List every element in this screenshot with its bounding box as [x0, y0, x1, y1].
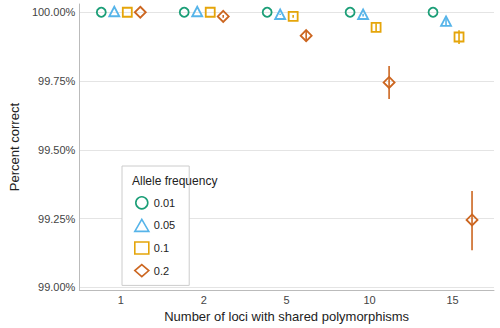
svg-text:Percent correct: Percent correct [7, 103, 22, 192]
svg-text:Allele frequency: Allele frequency [132, 174, 217, 188]
svg-text:0.01: 0.01 [154, 197, 175, 209]
svg-text:0.05: 0.05 [154, 219, 175, 231]
svg-text:0.2: 0.2 [154, 265, 169, 277]
svg-text:99.25%: 99.25% [38, 213, 76, 225]
svg-text:99.50%: 99.50% [38, 144, 76, 156]
svg-text:1: 1 [118, 294, 124, 306]
svg-text:10: 10 [363, 294, 375, 306]
svg-text:0.1: 0.1 [154, 242, 169, 254]
svg-text:Number of loci with shared pol: Number of loci with shared polymorphisms [164, 309, 409, 324]
svg-text:15: 15 [446, 294, 458, 306]
svg-text:99.00%: 99.00% [38, 281, 76, 293]
svg-text:5: 5 [284, 294, 290, 306]
svg-text:2: 2 [201, 294, 207, 306]
svg-text:99.75%: 99.75% [38, 75, 76, 87]
svg-text:100.00%: 100.00% [32, 6, 76, 18]
